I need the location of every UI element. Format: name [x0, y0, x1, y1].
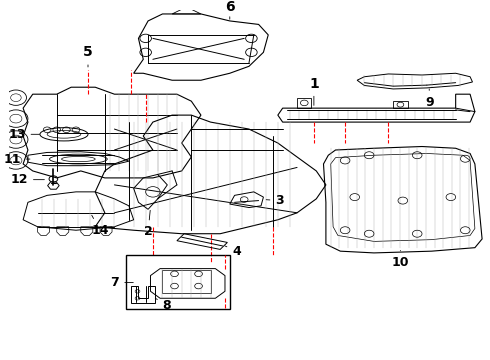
- Text: 13: 13: [8, 128, 40, 141]
- Text: 14: 14: [91, 215, 109, 237]
- Text: 1: 1: [309, 77, 319, 105]
- Text: 4: 4: [225, 245, 241, 258]
- Text: 10: 10: [392, 251, 409, 269]
- Text: 11: 11: [3, 153, 30, 166]
- Text: 12: 12: [10, 173, 45, 186]
- Bar: [126, 255, 230, 309]
- Text: 9: 9: [425, 89, 434, 109]
- Text: 8: 8: [155, 298, 171, 312]
- Text: 7: 7: [110, 276, 133, 289]
- Bar: [163, 270, 211, 293]
- Text: 5: 5: [83, 45, 93, 67]
- Text: 3: 3: [266, 194, 284, 207]
- Text: 6: 6: [225, 0, 235, 19]
- Text: 2: 2: [144, 210, 152, 238]
